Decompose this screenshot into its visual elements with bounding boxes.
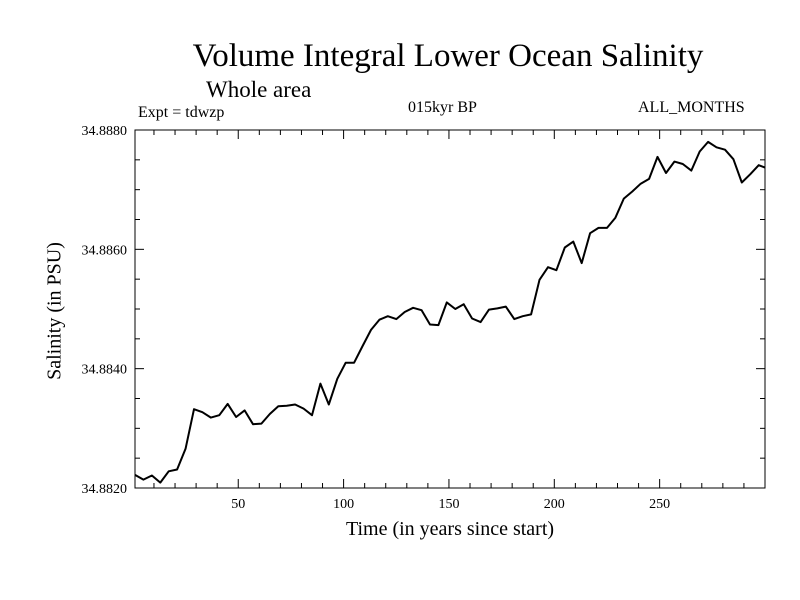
y-axis-label: Salinity (in PSU) <box>43 242 66 380</box>
experiment-label: Expt = tdwzp <box>138 104 225 121</box>
x-tick-label: 200 <box>544 497 565 512</box>
y-tick-label: 34.8820 <box>82 482 128 497</box>
x-axis: 50 100 150 200 250 <box>153 130 745 512</box>
y-tick-label: 34.8860 <box>82 243 128 258</box>
x-tick-label: 250 <box>649 497 670 512</box>
months-label: ALL_MONTHS <box>638 99 745 116</box>
y-axis: 34.8820 34.8840 34.8860 34.8880 <box>82 124 765 497</box>
y-tick-label: 34.8880 <box>82 124 128 139</box>
salinity-series-line <box>134 140 766 484</box>
plot-frame <box>134 129 766 489</box>
x-tick-label: 50 <box>231 497 245 512</box>
chart-title: Volume Integral Lower Ocean Salinity <box>192 38 704 74</box>
x-tick-label: 150 <box>438 497 459 512</box>
x-axis-label: Time (in years since start) <box>345 518 555 540</box>
chart-subtitle: Whole area <box>206 77 312 102</box>
period-label: 015kyr BP <box>408 99 477 116</box>
x-tick-label: 100 <box>333 497 354 512</box>
y-tick-label: 34.8840 <box>82 363 128 378</box>
